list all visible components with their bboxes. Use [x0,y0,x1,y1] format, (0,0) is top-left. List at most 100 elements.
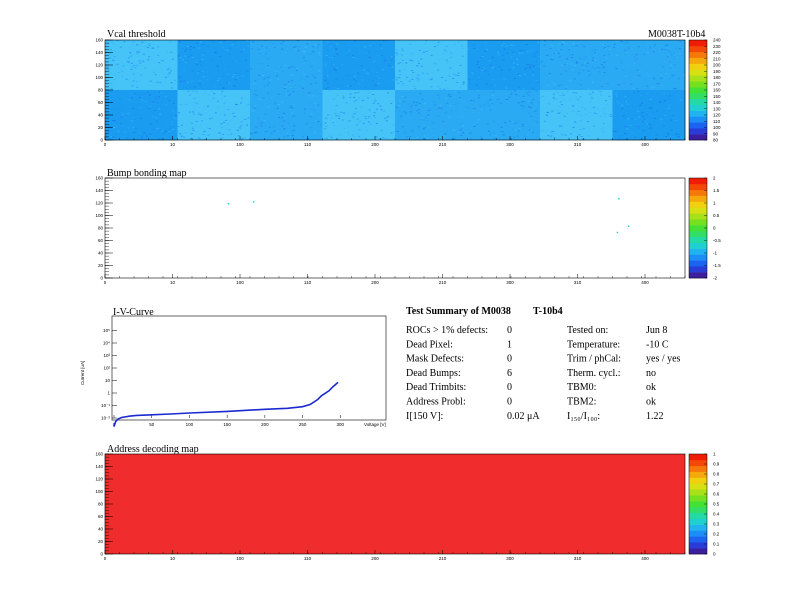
pixel-speckle [613,46,616,48]
pixel-speckle [198,112,201,114]
pixel-speckle [574,64,577,66]
colorbar-label: 0.6 [713,492,720,497]
pixel-speckle [340,56,343,58]
pixel-speckle [275,95,278,97]
pixel-speckle [615,68,618,70]
pixel-speckle [396,94,399,96]
colorbar-band [689,495,707,502]
pixel-speckle [149,80,152,82]
pixel-speckle [433,62,436,64]
pixel-speckle [624,49,627,51]
pixel-speckle [651,87,654,89]
x-tick-label: 210 [439,142,447,147]
pixel-speckle [428,62,431,64]
pixel-speckle [265,47,268,49]
pixel-speckle [449,105,452,107]
iv-y-tick-label: 10⁻² [101,416,110,421]
pixel-speckle [427,110,430,112]
y-tick-label: 140 [95,50,103,55]
pixel-speckle [461,125,464,127]
pixel-speckle [517,86,520,88]
pixel-speckle [559,95,562,97]
pixel-speckle [111,88,114,90]
pixel-speckle [316,44,319,46]
pixel-speckle [422,124,425,126]
pixel-speckle [137,94,140,96]
pixel-speckle [312,46,315,48]
pixel-speckle [198,86,201,88]
pixel-speckle [233,73,236,75]
pixel-speckle [425,50,428,52]
pixel-speckle [445,59,448,61]
dead-bump-point [227,203,230,205]
pixel-speckle [266,84,269,86]
pixel-speckle [227,82,230,84]
pixel-speckle [159,113,162,115]
pixel-speckle [524,68,527,70]
pixel-speckle [634,60,637,62]
pixel-speckle [293,66,296,68]
pixel-speckle [488,57,491,59]
pixel-speckle [207,120,210,122]
pixel-speckle [390,102,393,104]
pixel-speckle [156,127,159,129]
pixel-speckle [529,64,532,66]
pixel-speckle [105,81,108,83]
pixel-speckle [224,119,227,121]
pixel-speckle [123,86,126,88]
pixel-speckle [400,81,403,83]
pixel-speckle [336,87,339,89]
pixel-speckle [397,82,400,84]
pixel-speckle [301,53,304,55]
pixel-speckle [240,97,243,99]
pixel-speckle [314,44,317,46]
pixel-speckle [291,112,294,114]
pixel-speckle [126,137,129,139]
pixel-speckle [324,63,327,65]
pixel-speckle [631,91,634,93]
pixel-speckle [236,129,239,131]
colorbar-band [689,51,707,58]
pixel-speckle [149,106,152,108]
pixel-speckle [409,136,412,138]
pixel-speckle [552,83,555,85]
pixel-speckle [638,75,641,77]
pixel-speckle [158,91,161,93]
pixel-speckle [368,109,371,111]
pixel-speckle [618,59,621,61]
pixel-speckle [201,109,204,111]
pixel-speckle [267,92,270,94]
colorbar-band [689,225,707,232]
pixel-speckle [356,124,359,126]
pixel-speckle [671,115,674,117]
pixel-speckle [504,86,507,88]
pixel-speckle [584,138,587,140]
pixel-speckle [367,69,370,71]
pixel-speckle [127,112,130,114]
pixel-speckle [583,46,586,48]
pixel-speckle [327,86,330,88]
pixel-speckle [634,55,637,57]
pixel-speckle [335,48,338,50]
pixel-speckle [533,55,536,57]
pixel-speckle [669,119,672,121]
pixel-speckle [626,110,629,112]
pixel-speckle [493,86,496,88]
pixel-speckle [136,51,139,53]
pixel-speckle [267,106,270,108]
pixel-speckle [480,135,483,137]
pixel-speckle [235,60,238,62]
pixel-speckle [195,61,198,63]
pixel-speckle [607,124,610,126]
pixel-speckle [182,59,185,61]
pixel-speckle [584,113,587,115]
colorbar-label: 100 [713,125,721,130]
pixel-speckle [105,93,108,95]
pixel-speckle [262,78,265,80]
pixel-speckle [664,44,667,46]
pixel-speckle [491,106,494,108]
pixel-speckle [620,104,623,106]
pixel-speckle [341,119,344,121]
pixel-speckle [276,78,279,80]
colorbar-band [689,454,707,461]
